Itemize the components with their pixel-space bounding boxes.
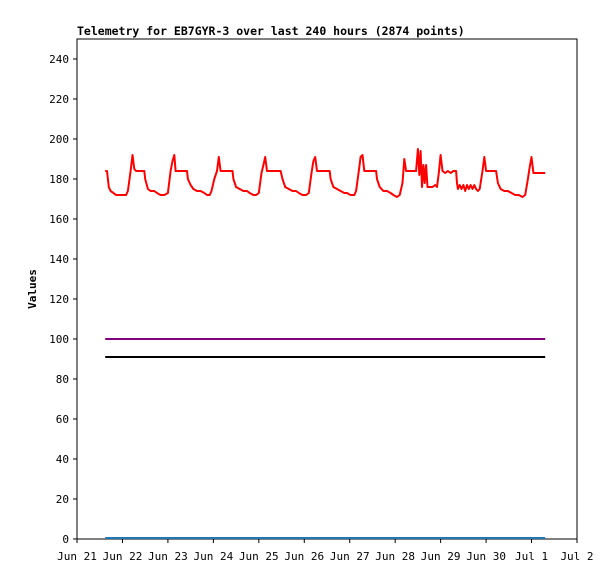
x-tick-label: Jun 26 xyxy=(284,550,324,563)
y-tick-label: 100 xyxy=(49,333,69,346)
x-tick-label: Jul 2 xyxy=(560,550,593,563)
x-tick-label: Jun 23 xyxy=(148,550,188,563)
y-tick-label: 120 xyxy=(49,293,69,306)
x-tick-label: Jun 25 xyxy=(239,550,279,563)
y-tick-label: 220 xyxy=(49,93,69,106)
y-tick-label: 20 xyxy=(56,493,69,506)
y-tick-label: 80 xyxy=(56,373,69,386)
y-tick-label: 200 xyxy=(49,133,69,146)
y-tick-label: 240 xyxy=(49,53,69,66)
x-tick-label: Jun 22 xyxy=(103,550,143,563)
y-tick-label: 180 xyxy=(49,173,69,186)
plot-area xyxy=(76,38,578,540)
y-tick-label: 160 xyxy=(49,213,69,226)
y-tick-label: 140 xyxy=(49,253,69,266)
x-tick-label: Jun 21 xyxy=(57,550,97,563)
series-layer xyxy=(105,148,546,539)
chart-title: Telemetry for EB7GYR-3 over last 240 hou… xyxy=(77,24,465,38)
y-tick-label: 40 xyxy=(56,453,69,466)
x-tick-label: Jun 24 xyxy=(193,550,233,563)
y-tick-label: 0 xyxy=(62,533,69,546)
x-axis: Jun 21 Jun 22 Jun 23 Jun 24 Jun 25 Jun 26 Jun … xyxy=(57,539,594,563)
x-tick-label: Jun 30 xyxy=(466,550,506,563)
x-tick-label: Jul 1 xyxy=(515,550,548,563)
series-line-1 xyxy=(105,148,546,198)
x-tick-label: Jun 27 xyxy=(330,550,370,563)
y-tick-label: 60 xyxy=(56,413,69,426)
x-tick-label: Jun 29 xyxy=(421,550,461,563)
y-axis-label: Values xyxy=(26,269,39,309)
y-axis: 0 20 40 60 80 100 120 140 160 180 200 220 240 xyxy=(49,53,77,546)
x-tick-label: Jun 28 xyxy=(375,550,415,563)
